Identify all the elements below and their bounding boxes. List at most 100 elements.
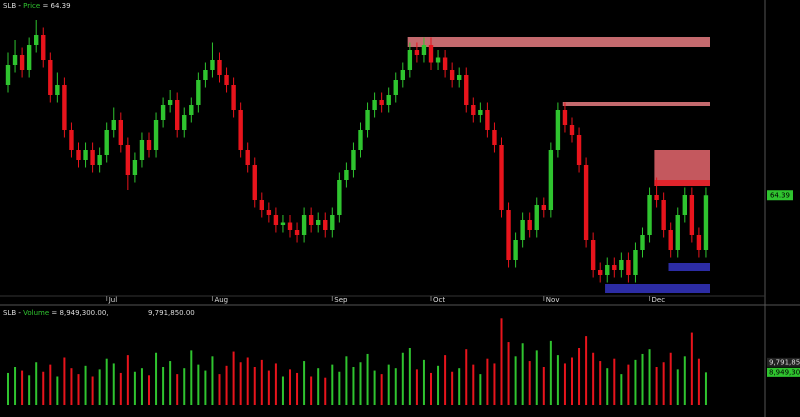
- candle-body: [358, 130, 363, 150]
- volume-bar: [253, 367, 256, 405]
- candle-body: [62, 85, 67, 130]
- candle-body: [26, 45, 32, 70]
- candle-body: [414, 50, 420, 55]
- candle-body: [696, 235, 702, 250]
- y-tick-label: 64.39: [770, 191, 790, 199]
- volume-bar: [430, 372, 432, 405]
- candle-body: [48, 60, 53, 95]
- volume-bar: [578, 348, 581, 405]
- volume-bar: [676, 369, 679, 405]
- candle-body: [238, 110, 243, 150]
- candle-body: [421, 45, 427, 55]
- candle-body: [527, 220, 532, 230]
- volume-bar: [105, 358, 108, 405]
- candle-body: [407, 50, 413, 70]
- volume-bar: [444, 355, 447, 405]
- volume-bar: [648, 349, 651, 405]
- volume-bar: [472, 364, 475, 405]
- volume-bar: [239, 362, 242, 405]
- candle-body: [471, 105, 476, 115]
- volume-bar: [7, 372, 9, 405]
- series-name: Price: [23, 2, 40, 10]
- volume-bar: [465, 349, 468, 405]
- candle-body: [668, 230, 673, 250]
- volume-bar: [119, 372, 122, 405]
- volume-bar: [690, 332, 693, 405]
- candle-body: [41, 35, 46, 60]
- candle-body: [555, 110, 561, 150]
- candle-body: [689, 195, 695, 235]
- candle-body: [647, 195, 652, 235]
- candle-body: [76, 150, 81, 160]
- volume-bar: [571, 357, 573, 405]
- volume-bar: [70, 368, 73, 405]
- series-name: Volume: [23, 309, 49, 317]
- candle-body: [90, 150, 95, 165]
- candle-body: [513, 240, 518, 260]
- volume-header: SLB - Volume = 8,949,300.00,: [3, 309, 109, 317]
- volume-bar: [281, 376, 284, 405]
- candle-body: [182, 115, 187, 130]
- candle-body: [153, 120, 159, 150]
- candle-body: [400, 70, 405, 80]
- volume-bar: [521, 343, 524, 405]
- candle-body: [330, 215, 335, 230]
- candle-body: [189, 105, 194, 115]
- candle-body: [167, 100, 173, 105]
- candle-body: [520, 220, 525, 240]
- volume-bar: [549, 340, 552, 405]
- candle-body: [682, 195, 687, 215]
- candle-body: [506, 210, 511, 260]
- candle-body: [287, 222, 293, 230]
- candle-body: [605, 265, 610, 275]
- volume-bar: [338, 371, 341, 405]
- candle-body: [125, 145, 131, 175]
- candle-body: [5, 65, 11, 85]
- candle-body: [661, 200, 666, 230]
- volume-bar: [528, 361, 531, 405]
- candle-body: [435, 57, 441, 63]
- candle-body: [562, 110, 568, 125]
- volume-bar: [77, 374, 80, 405]
- volume-bar: [183, 368, 186, 405]
- volume-bar: [655, 367, 658, 405]
- candle-body: [619, 260, 624, 270]
- candle-body: [428, 45, 434, 63]
- volume-bar: [42, 371, 45, 405]
- volume-bar: [91, 376, 94, 405]
- candle-body: [83, 150, 88, 160]
- candle-body: [633, 250, 638, 275]
- volume-bar: [211, 356, 214, 405]
- volume-bar: [704, 372, 707, 405]
- x-tick-label: Nov: [546, 296, 560, 304]
- volume-bar: [394, 368, 397, 405]
- volume-bar: [176, 374, 179, 405]
- volume-bar: [556, 355, 559, 405]
- candle-body: [351, 150, 356, 170]
- volume-bar: [437, 365, 440, 405]
- candle-body: [492, 130, 497, 145]
- zone: [407, 37, 710, 47]
- volume-bar: [606, 368, 609, 405]
- volume-bar: [458, 368, 461, 405]
- volume-bar: [112, 363, 115, 405]
- candle-body: [132, 160, 138, 175]
- volume-bar: [352, 367, 355, 405]
- volume-bar: [451, 371, 454, 405]
- volume-bar: [232, 351, 235, 405]
- candle-body: [534, 205, 539, 230]
- candle-body: [160, 105, 166, 120]
- candle-body: [294, 230, 300, 235]
- candle-body: [266, 210, 272, 215]
- candle-body: [576, 135, 582, 165]
- volume-bar: [366, 353, 369, 405]
- candle-body: [104, 130, 109, 155]
- candle-body: [196, 80, 201, 105]
- volume-bar: [408, 348, 411, 405]
- candle-body: [372, 100, 377, 110]
- volume-bar: [133, 371, 136, 405]
- candle-body: [111, 120, 116, 130]
- volume-bar: [204, 370, 207, 405]
- zone: [668, 263, 710, 271]
- volume-second-value: 9,791,850.00: [148, 309, 195, 317]
